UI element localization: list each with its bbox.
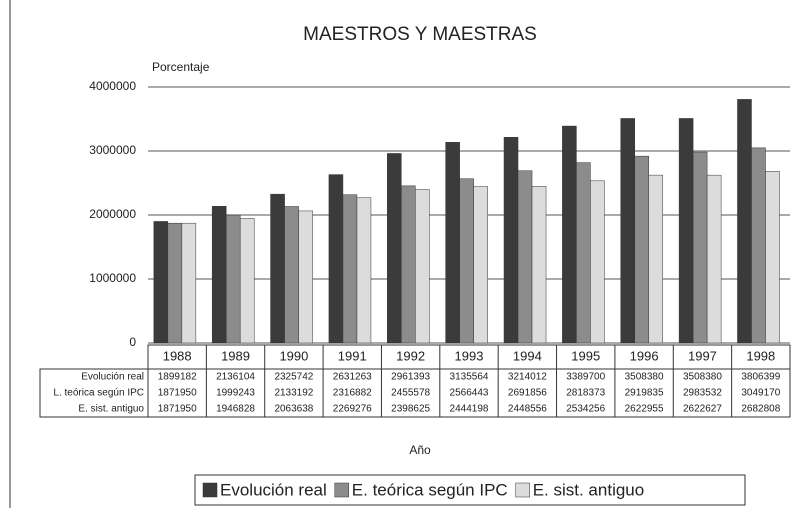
y-axis-label: Porcentaje bbox=[152, 60, 210, 74]
bar bbox=[445, 142, 460, 344]
table-value: 2622627 bbox=[683, 404, 722, 415]
bar bbox=[270, 193, 285, 344]
x-tick-label: 1997 bbox=[688, 348, 717, 363]
table-value: 3214012 bbox=[508, 372, 547, 383]
bar bbox=[328, 174, 344, 344]
bar bbox=[517, 170, 533, 344]
bar bbox=[751, 147, 766, 344]
table-value: 2444198 bbox=[450, 404, 489, 415]
x-tick-label: 1989 bbox=[221, 348, 250, 363]
table-value: 3135564 bbox=[450, 372, 489, 383]
x-tick-label: 1988 bbox=[163, 348, 192, 363]
table-value: 2622955 bbox=[625, 404, 664, 415]
x-tick-label: 1990 bbox=[279, 348, 308, 363]
table-value: 3806399 bbox=[741, 372, 780, 383]
bar bbox=[562, 125, 577, 344]
x-tick-label: 1994 bbox=[513, 348, 542, 363]
table-value: 2398625 bbox=[391, 404, 430, 415]
y-tick-label: 3000000 bbox=[89, 143, 136, 157]
chart-title: MAESTROS Y MAESTRAS bbox=[303, 24, 537, 45]
legend-frame bbox=[194, 474, 746, 506]
legend-label: E. sist. antiguo bbox=[533, 480, 645, 499]
table-value: 2919835 bbox=[625, 388, 664, 399]
bar bbox=[503, 137, 519, 344]
legend-label: Evolución real bbox=[220, 480, 327, 499]
table-value: 3508380 bbox=[683, 372, 722, 383]
table-value: 3049170 bbox=[741, 388, 780, 399]
y-tick-label: 2000000 bbox=[89, 207, 136, 221]
bar bbox=[737, 99, 752, 344]
bar bbox=[167, 222, 183, 344]
bar bbox=[634, 155, 650, 344]
legend-swatch bbox=[334, 482, 350, 498]
table-row-label: E. sist. antiguo bbox=[78, 404, 144, 415]
table-value: 1999243 bbox=[216, 388, 255, 399]
table-value: 2448556 bbox=[508, 404, 547, 415]
table-value: 1946828 bbox=[216, 404, 255, 415]
table-value: 2534256 bbox=[566, 404, 605, 415]
bar bbox=[225, 214, 241, 344]
bar bbox=[284, 206, 299, 344]
table-value: 2136104 bbox=[216, 372, 255, 383]
table-value: 2316882 bbox=[333, 388, 372, 399]
bar bbox=[473, 186, 488, 344]
table-value: 2961393 bbox=[391, 372, 430, 383]
x-axis-label: Año bbox=[409, 443, 431, 457]
y-tick-label: 0 bbox=[129, 335, 136, 349]
x-tick-label: 1992 bbox=[396, 348, 425, 363]
table-value: 2818373 bbox=[566, 388, 605, 399]
bar bbox=[531, 186, 547, 344]
bar bbox=[590, 180, 605, 344]
bar bbox=[387, 153, 402, 344]
table-row-label: Evolución real bbox=[81, 372, 144, 383]
x-tick-label: 1998 bbox=[746, 348, 775, 363]
x-tick-label: 1991 bbox=[338, 348, 367, 363]
table-value: 2455578 bbox=[391, 388, 430, 399]
bar bbox=[298, 210, 313, 344]
y-tick-label: 4000000 bbox=[89, 79, 136, 93]
bar bbox=[211, 206, 227, 344]
table-value: 3389700 bbox=[566, 372, 605, 383]
legend-swatch bbox=[202, 482, 218, 498]
table-value: 2631263 bbox=[333, 372, 372, 383]
table-value: 2983532 bbox=[683, 388, 722, 399]
table-value: 2691856 bbox=[508, 388, 547, 399]
x-tick-label: 1995 bbox=[571, 348, 600, 363]
table-value: 2682808 bbox=[741, 404, 780, 415]
bar bbox=[153, 221, 169, 344]
bar bbox=[342, 194, 358, 344]
table-value: 3508380 bbox=[625, 372, 664, 383]
bar bbox=[576, 162, 591, 344]
bar bbox=[181, 222, 197, 344]
bar bbox=[678, 118, 694, 344]
table-value: 2063638 bbox=[274, 404, 313, 415]
bar bbox=[239, 218, 255, 344]
table-row-label: L. teórica según IPC bbox=[53, 388, 144, 399]
table-value: 1899182 bbox=[158, 372, 197, 383]
bar bbox=[401, 185, 416, 344]
bar bbox=[415, 189, 430, 344]
bar bbox=[356, 197, 372, 344]
bar bbox=[648, 174, 664, 344]
bar bbox=[620, 118, 636, 344]
bar bbox=[765, 171, 780, 344]
bar bbox=[692, 151, 708, 344]
x-tick-label: 1996 bbox=[630, 348, 659, 363]
table-value: 2269276 bbox=[333, 404, 372, 415]
bar bbox=[706, 174, 722, 344]
table-value: 2325742 bbox=[274, 372, 313, 383]
table-value: 1871950 bbox=[158, 404, 197, 415]
legend-label: E. teórica según IPC bbox=[352, 480, 508, 499]
table-value: 2133192 bbox=[274, 388, 313, 399]
table-value: 1871950 bbox=[158, 388, 197, 399]
y-tick-label: 1000000 bbox=[89, 271, 136, 285]
bar bbox=[459, 178, 474, 344]
table-value: 2566443 bbox=[450, 388, 489, 399]
legend-swatch bbox=[515, 482, 530, 498]
x-tick-label: 1993 bbox=[455, 348, 484, 363]
